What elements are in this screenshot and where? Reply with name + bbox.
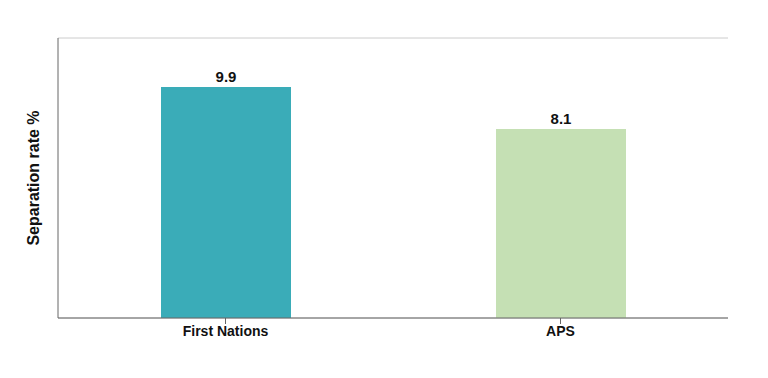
svg-text:9.9: 9.9 [216,68,237,85]
svg-text:First Nations: First Nations [183,323,269,339]
svg-text:8.1: 8.1 [551,110,572,127]
svg-text:APS: APS [546,323,575,339]
svg-text:Separation rate %: Separation rate % [25,110,42,245]
